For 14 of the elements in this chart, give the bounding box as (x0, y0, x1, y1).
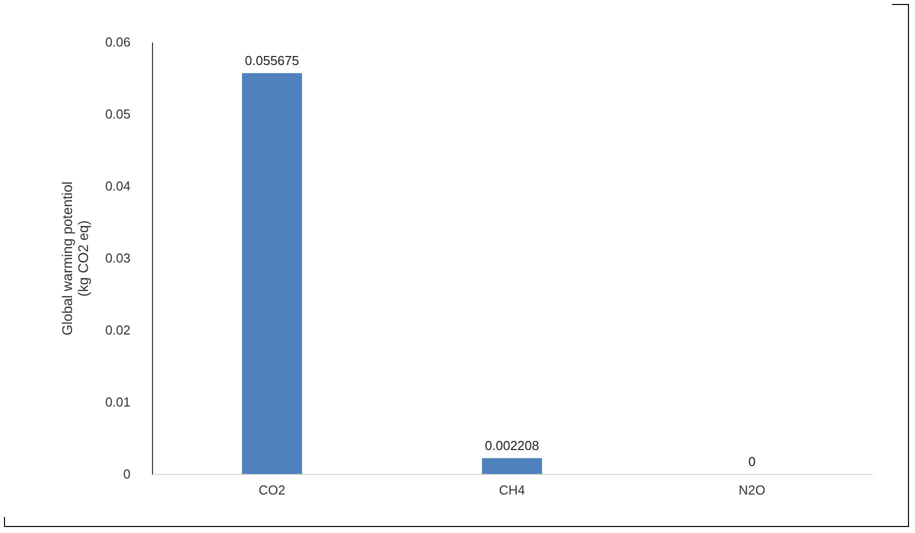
y-tick-label: 0.02 (105, 322, 130, 338)
y-tick-label: 0.04 (105, 178, 130, 194)
y-tick-label: 0.06 (105, 34, 130, 50)
x-tick-label: CH4 (498, 482, 526, 498)
data-label: 0.055675 (244, 53, 300, 68)
y-axis-title: Global warming potentiol (kg CO2 eq) (59, 181, 92, 336)
x-tick-label: N2O (738, 482, 766, 498)
y-tick-label: 0.01 (105, 394, 130, 410)
y-tick-label: 0.03 (105, 250, 130, 266)
data-label: 0.002208 (484, 438, 540, 454)
data-label: 0 (748, 454, 756, 469)
y-tick-label: 0 (123, 466, 130, 482)
y-tick-label: 0.05 (105, 106, 130, 122)
x-tick-label: CO2 (258, 482, 286, 498)
